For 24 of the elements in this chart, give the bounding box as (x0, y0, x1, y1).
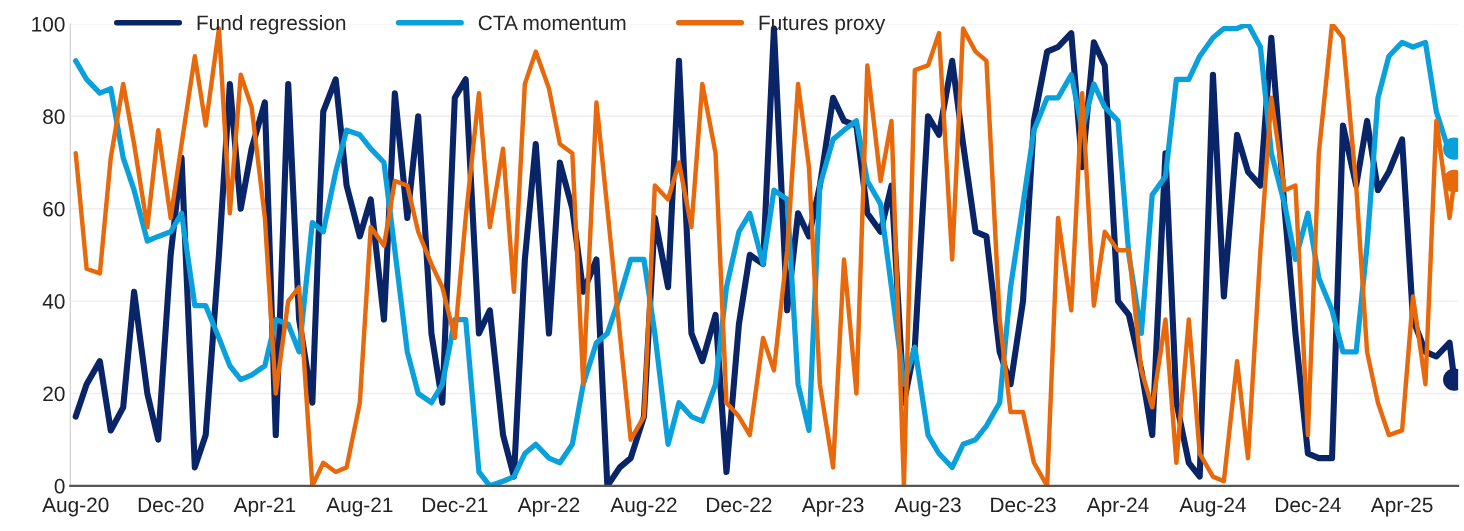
x-tick-label: Aug-21 (326, 497, 393, 517)
y-tick-label: 40 (42, 294, 65, 309)
x-tick-label: Dec-20 (138, 497, 204, 513)
x-tick-label: Dec-22 (707, 497, 772, 513)
x-tick-label: Aug-22 (610, 497, 677, 517)
x-tick-label: Dec-21 (422, 497, 488, 513)
y-tick-label: 0 (54, 478, 65, 494)
x-tick-label: Apr-25 (1370, 497, 1433, 517)
legend-label: CTA momentum (478, 15, 626, 31)
x-tick-label: Dec-24 (1276, 497, 1341, 513)
x-tick-label: Aug-23 (894, 497, 961, 517)
y-tick-label: 100 (32, 16, 65, 32)
legend-label: Fund regression (197, 14, 346, 35)
legend-label: Futures proxy (759, 15, 886, 35)
x-tick-label: Dec-23 (991, 497, 1056, 513)
x-tick-label: Aug-24 (1179, 497, 1246, 517)
x-tick-label: Apr-21 (233, 497, 296, 517)
x-tick-label: Aug-20 (42, 497, 109, 517)
y-tick-label: 60 (43, 201, 65, 217)
x-tick-label: Apr-24 (1086, 497, 1149, 517)
y-tick-label: 80 (43, 109, 65, 125)
x-tick-label: Apr-22 (517, 497, 580, 517)
x-tick-label: Apr-23 (801, 497, 864, 517)
y-tick-label: 20 (43, 386, 65, 402)
